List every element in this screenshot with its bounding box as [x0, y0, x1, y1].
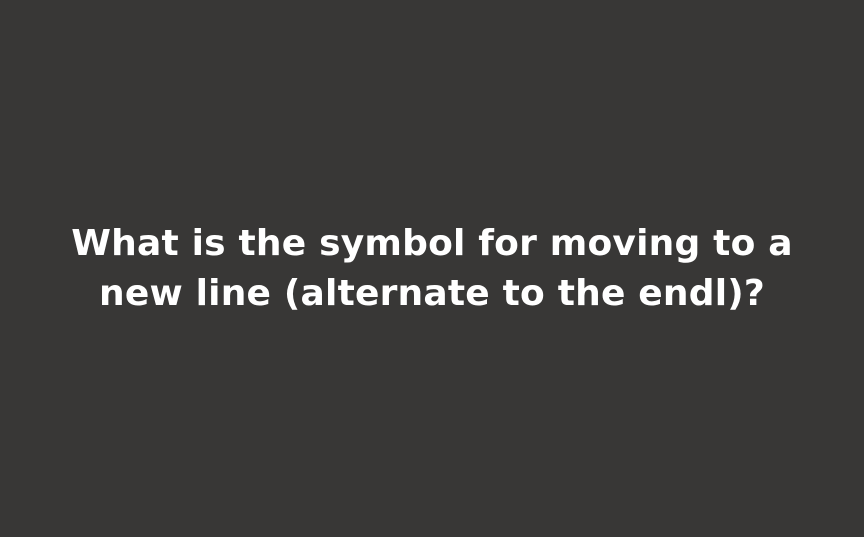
- question-line-2: new line (alternate to the endl)?: [99, 272, 765, 314]
- question-text: What is the symbol for moving to a new l…: [22, 219, 842, 319]
- question-line-1: What is the symbol for moving to a: [71, 222, 793, 264]
